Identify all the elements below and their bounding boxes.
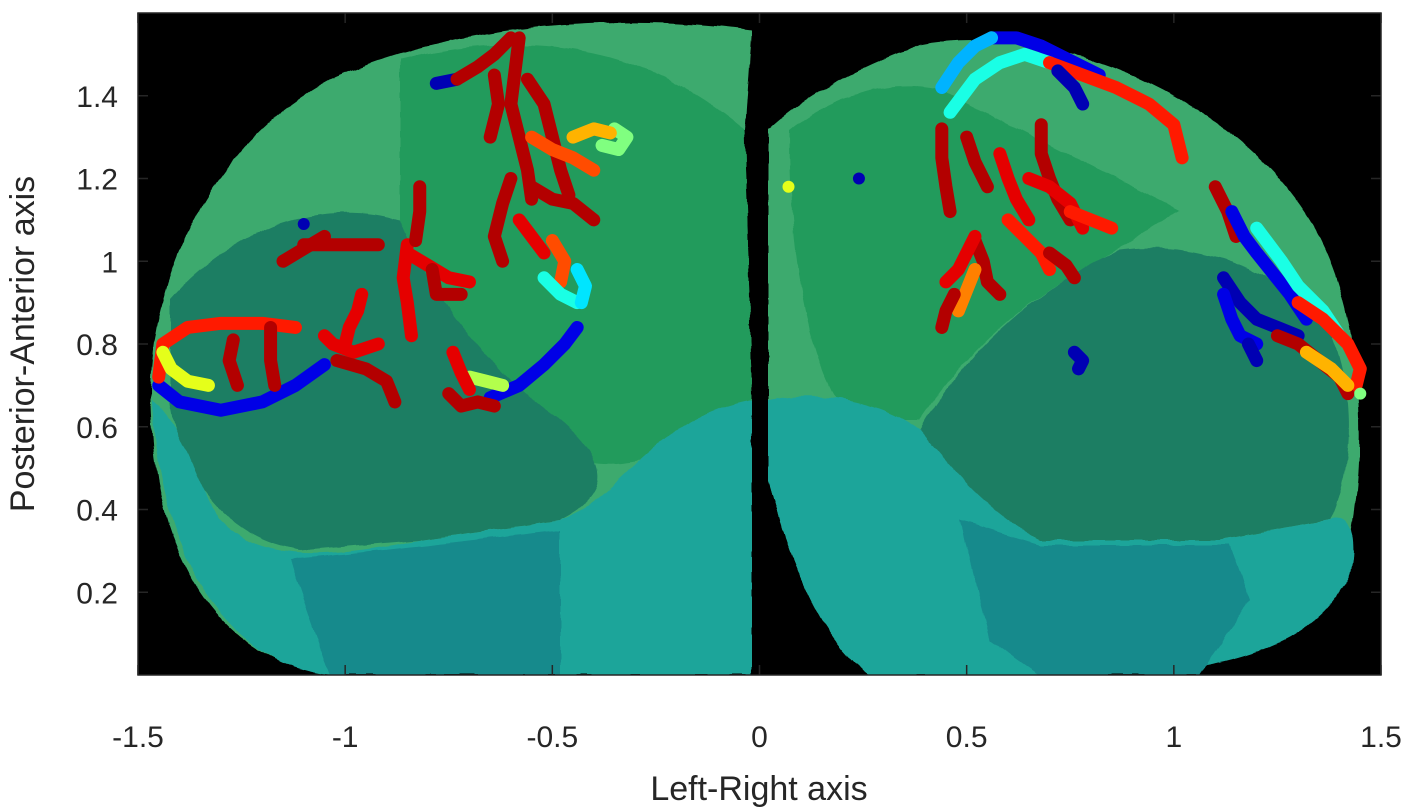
trajectory-26: [525, 180, 601, 227]
y-tick-label: 0.4: [76, 495, 118, 528]
trajectory-61: [1299, 345, 1355, 392]
x-tick-label: -1: [332, 721, 359, 754]
x-axis: -1.5 -1 -0.5 0 0.5 1 1.5: [112, 13, 1402, 754]
trajectory-11: [409, 180, 427, 248]
trajectory-40: [993, 147, 1036, 227]
trajectory-6: [330, 354, 402, 409]
trajectory-13: [425, 263, 468, 301]
trajectory-32: [297, 218, 310, 231]
y-tick-label: 1.4: [76, 81, 118, 114]
y-tick-label: 0.2: [76, 577, 118, 610]
trajectory-52: [852, 172, 865, 185]
right-region-dark: [920, 248, 1349, 541]
trajectory-0: [152, 358, 331, 417]
trajectory-29: [537, 271, 584, 310]
right-hemisphere: [768, 39, 1360, 675]
trajectory-44: [968, 234, 1007, 301]
trajectory-16: [442, 387, 501, 413]
trajectory-43: [1001, 213, 1057, 277]
trajectory-2: [156, 345, 215, 392]
y-tick-label: 0.6: [76, 412, 118, 445]
y-axis: 0.2 0.4 0.6 0.8 1 1.2 1.4: [76, 81, 1381, 610]
trajectory-33: [985, 31, 1106, 82]
x-axis-label: Left-Right axis: [650, 770, 867, 808]
trajectory-23: [525, 130, 601, 177]
trajectory-22: [520, 72, 576, 202]
hemispheres: [150, 22, 1360, 675]
left-region-deep-teal: [290, 530, 560, 675]
trajectory-17: [446, 345, 476, 397]
trajectory-31: [487, 172, 518, 268]
trajectory-35: [943, 47, 1057, 119]
trajectory-54: [1225, 205, 1313, 326]
left-region-teal: [152, 400, 752, 675]
trajectory-46: [951, 263, 982, 318]
trajectory-51: [782, 180, 795, 193]
x-tick-label: 0: [751, 721, 768, 754]
trajectory-30: [570, 263, 592, 310]
trajectory-49: [1063, 205, 1119, 235]
trajectory-3: [222, 333, 244, 392]
trajectory-39: [960, 130, 994, 194]
trajectory-50: [1067, 345, 1090, 376]
trajectory-37: [1051, 64, 1090, 111]
trajectory-27: [512, 213, 551, 260]
trajectory-47: [935, 287, 961, 334]
trajectory-20: [504, 31, 539, 206]
trajectory-14: [483, 320, 584, 405]
trajectory-19: [450, 31, 518, 86]
x-tick-label: 1.5: [1360, 721, 1402, 754]
y-axis-label: Posterior-Anterior axis: [4, 176, 42, 512]
x-tick-label: 1: [1165, 721, 1182, 754]
right-region-deep-teal: [960, 520, 1250, 675]
trajectory-58: [1241, 337, 1264, 368]
trajectory-24: [595, 122, 634, 157]
trajectory-62: [1354, 387, 1367, 400]
y-tick-label: 0.8: [76, 329, 118, 362]
trajectory-4: [264, 320, 282, 392]
trajectory-10: [396, 238, 418, 343]
x-tick-label: -1.5: [112, 721, 164, 754]
trajectory-59: [1291, 296, 1367, 392]
y-tick-label: 1.2: [76, 164, 118, 197]
trajectory-34: [935, 31, 999, 94]
trajectory-36: [1043, 56, 1189, 165]
x-tick-label: 0.5: [946, 721, 988, 754]
trajectory-25: [566, 122, 617, 144]
trajectory-15: [462, 370, 510, 392]
trajectory-41: [1034, 118, 1077, 227]
trajectory-56: [1217, 271, 1305, 343]
trajectory-28: [545, 234, 572, 289]
trajectory-38: [935, 122, 957, 219]
trajectory-48: [1043, 246, 1081, 285]
trajectories: [152, 31, 1367, 417]
trajectory-7: [338, 287, 369, 351]
y-tick-label: 1: [101, 246, 118, 279]
trajectory-21: [483, 68, 505, 144]
trajectory-45: [939, 229, 982, 289]
x-tick-label: -0.5: [526, 721, 578, 754]
